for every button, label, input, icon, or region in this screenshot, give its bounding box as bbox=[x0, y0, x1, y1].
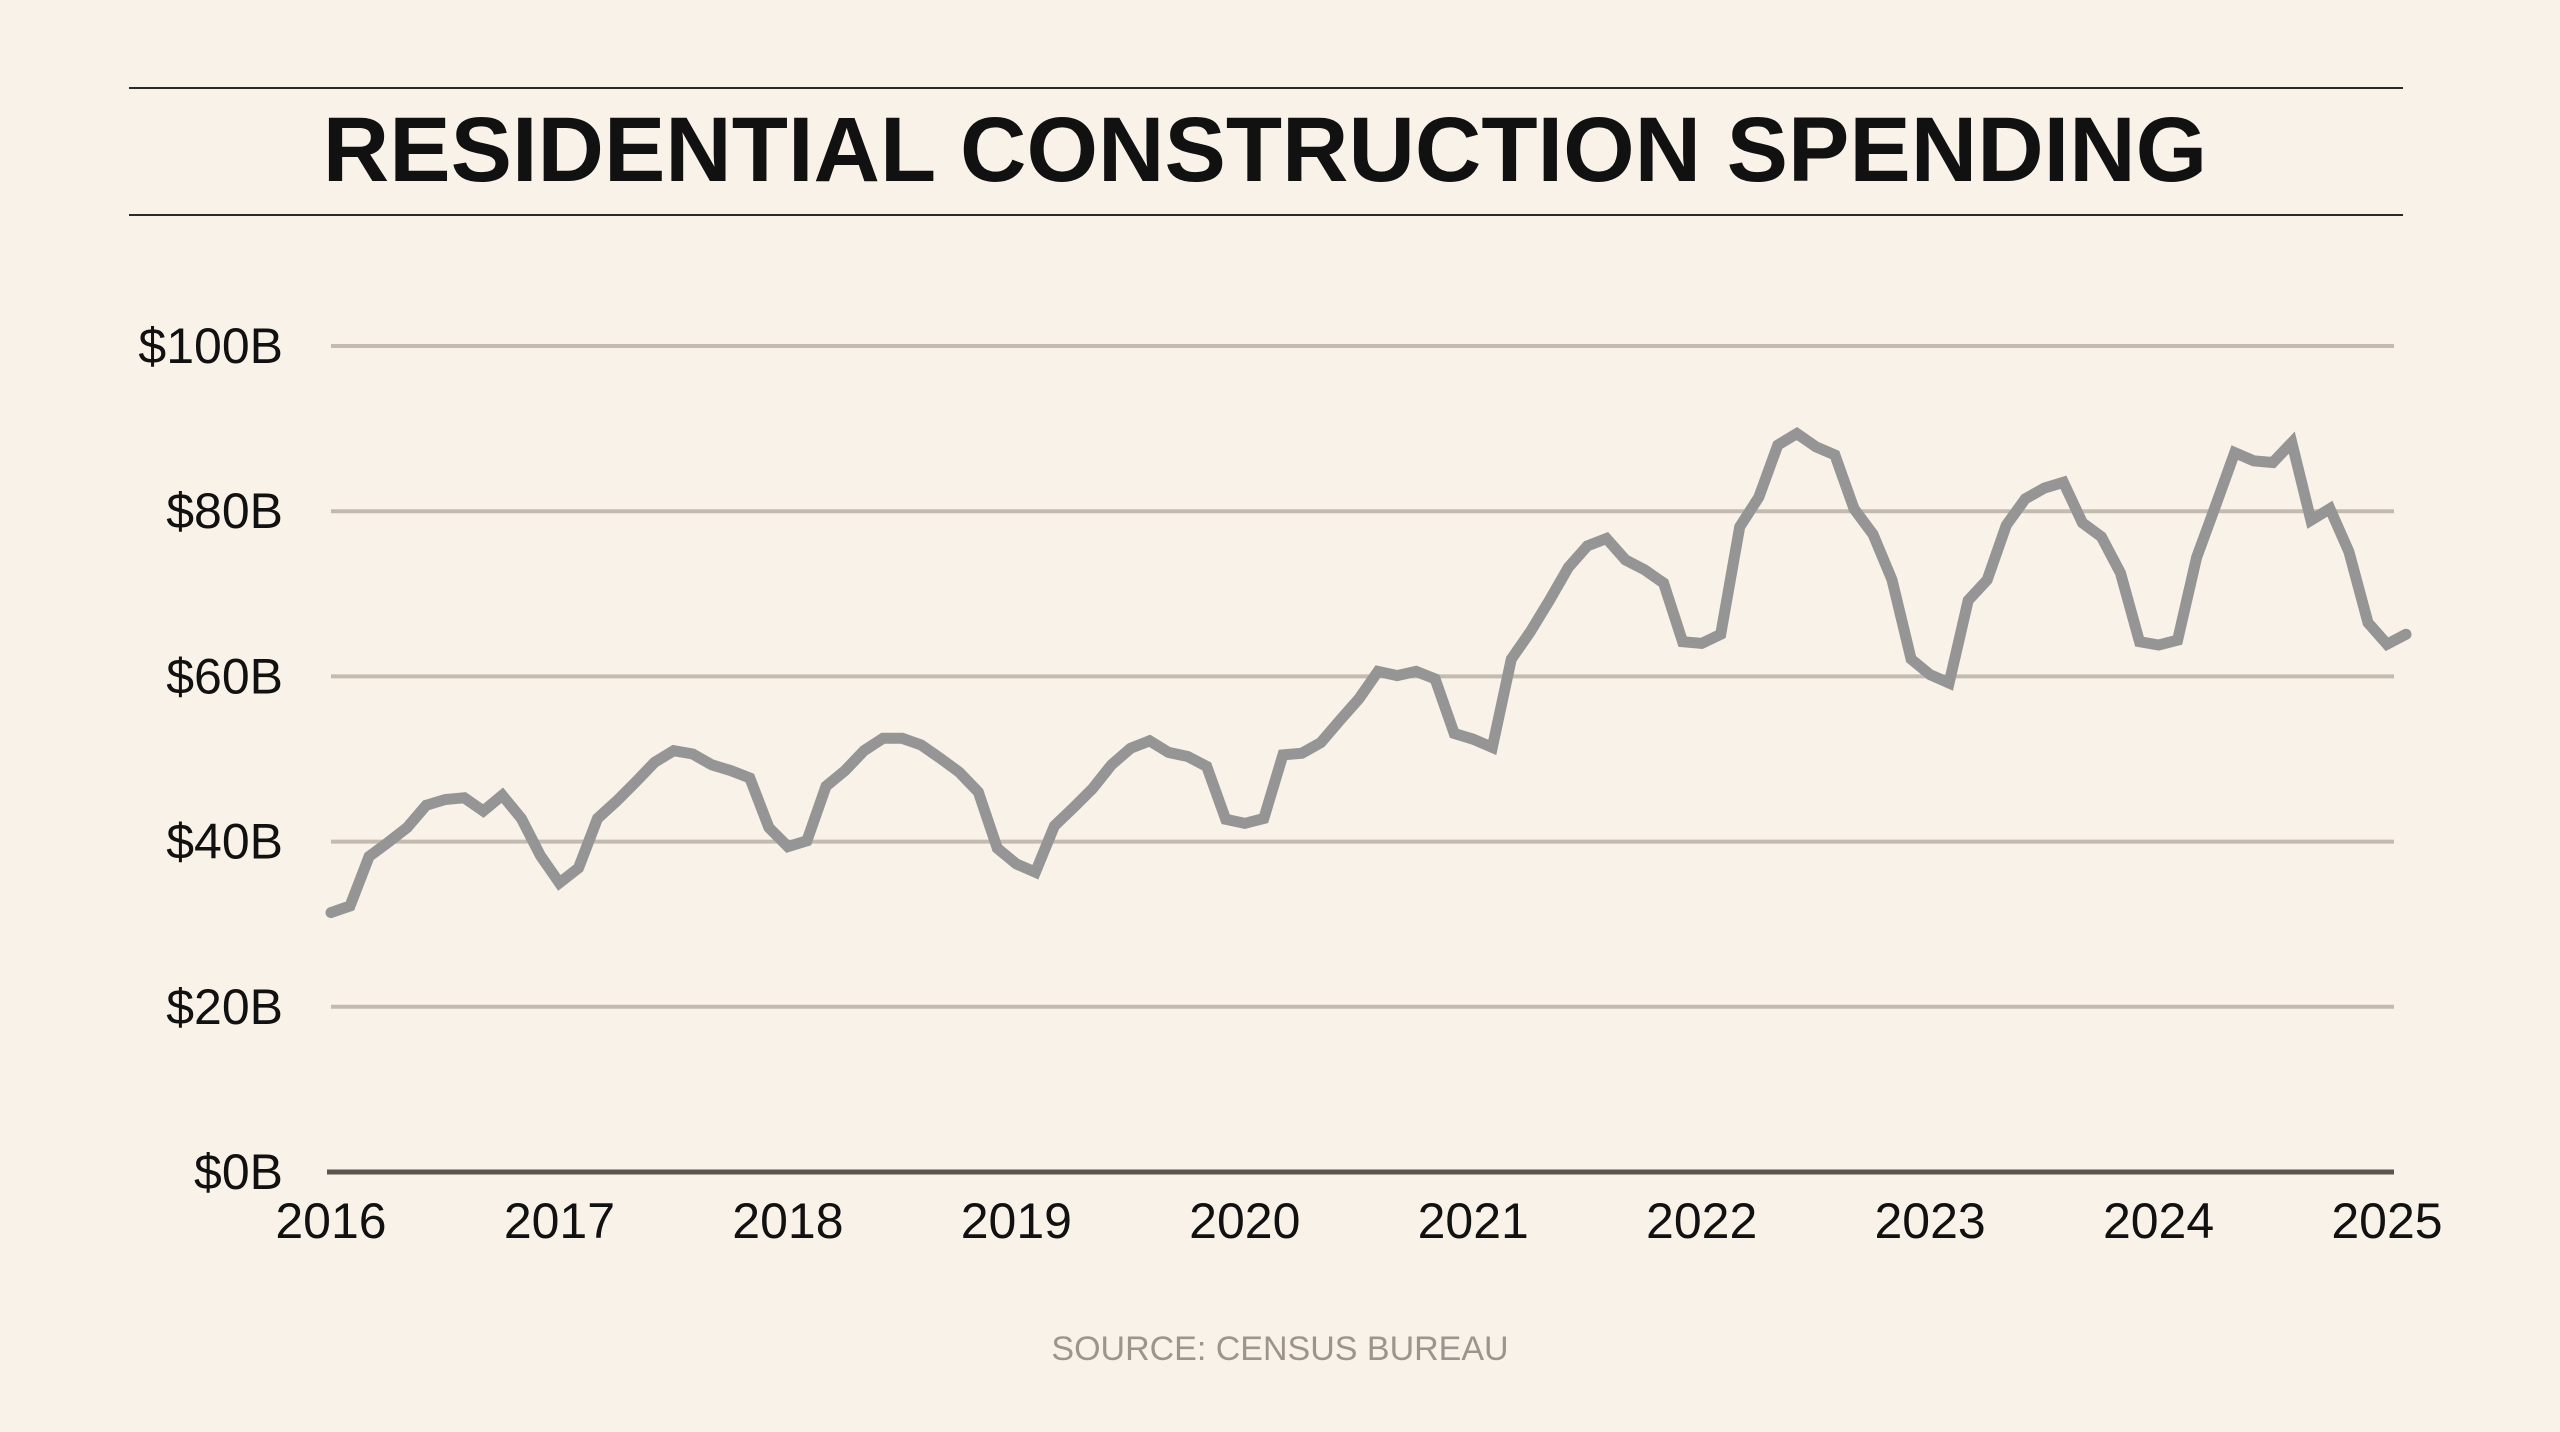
y-tick-label: $100B bbox=[138, 318, 283, 374]
y-tick-label: $60B bbox=[166, 648, 283, 704]
source-note: SOURCE: CENSUS BUREAU bbox=[1051, 1330, 1509, 1368]
x-tick-label: 2025 bbox=[2331, 1193, 2442, 1249]
x-tick-label: 2017 bbox=[504, 1193, 615, 1249]
x-tick-label: 2016 bbox=[275, 1193, 386, 1249]
title-rule-top bbox=[129, 87, 2403, 89]
series-line bbox=[325, 427, 2412, 919]
x-tick-label: 2018 bbox=[732, 1193, 843, 1249]
y-tick-label: $40B bbox=[166, 814, 283, 870]
y-tick-label: $80B bbox=[166, 483, 283, 539]
x-tick-label: 2021 bbox=[1418, 1193, 1529, 1249]
chart-title: RESIDENTIAL CONSTRUCTION SPENDING bbox=[322, 99, 2208, 201]
x-tick-label: 2024 bbox=[2103, 1193, 2214, 1249]
title-rule-bottom bbox=[129, 214, 2403, 216]
y-tick-label: $20B bbox=[166, 979, 283, 1035]
y-tick-label: $0B bbox=[194, 1144, 283, 1200]
x-tick-label: 2020 bbox=[1189, 1193, 1300, 1249]
x-tick-label: 2022 bbox=[1646, 1193, 1757, 1249]
x-tick-label: 2023 bbox=[1874, 1193, 1985, 1249]
x-tick-label: 2019 bbox=[961, 1193, 1072, 1249]
